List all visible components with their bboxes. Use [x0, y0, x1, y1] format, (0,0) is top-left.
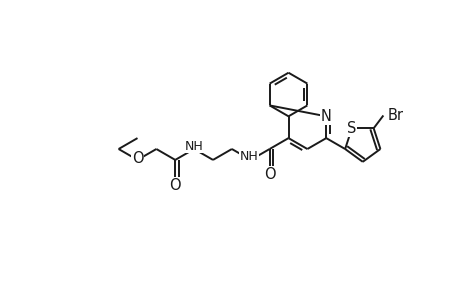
Text: O: O [263, 167, 275, 182]
Text: NH: NH [185, 140, 203, 152]
Text: Br: Br [386, 108, 403, 123]
Text: O: O [131, 152, 143, 166]
Text: O: O [169, 178, 181, 193]
Text: S: S [347, 121, 356, 136]
Text: NH: NH [239, 150, 257, 164]
Text: N: N [320, 109, 331, 124]
